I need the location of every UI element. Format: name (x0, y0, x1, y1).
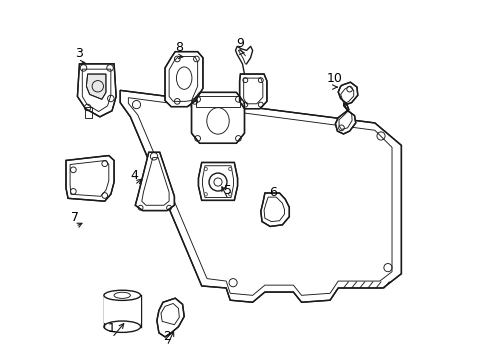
Text: 1: 1 (108, 322, 116, 335)
Polygon shape (66, 156, 114, 201)
Text: 4: 4 (130, 170, 138, 183)
Text: 7: 7 (71, 211, 79, 224)
Text: 9: 9 (236, 37, 244, 50)
Polygon shape (135, 152, 174, 211)
Polygon shape (164, 51, 203, 107)
Text: 10: 10 (325, 72, 342, 85)
Polygon shape (103, 295, 140, 323)
Polygon shape (77, 64, 116, 117)
Text: 8: 8 (175, 41, 183, 54)
Polygon shape (335, 82, 357, 134)
Text: 5: 5 (224, 184, 232, 197)
Polygon shape (198, 162, 237, 201)
Text: 2: 2 (163, 330, 171, 343)
Polygon shape (191, 93, 244, 143)
Polygon shape (157, 298, 184, 337)
Text: 3: 3 (75, 47, 83, 60)
Polygon shape (239, 74, 266, 109)
Text: 6: 6 (268, 186, 276, 199)
Polygon shape (120, 90, 401, 302)
Polygon shape (260, 193, 289, 226)
Polygon shape (86, 74, 106, 99)
